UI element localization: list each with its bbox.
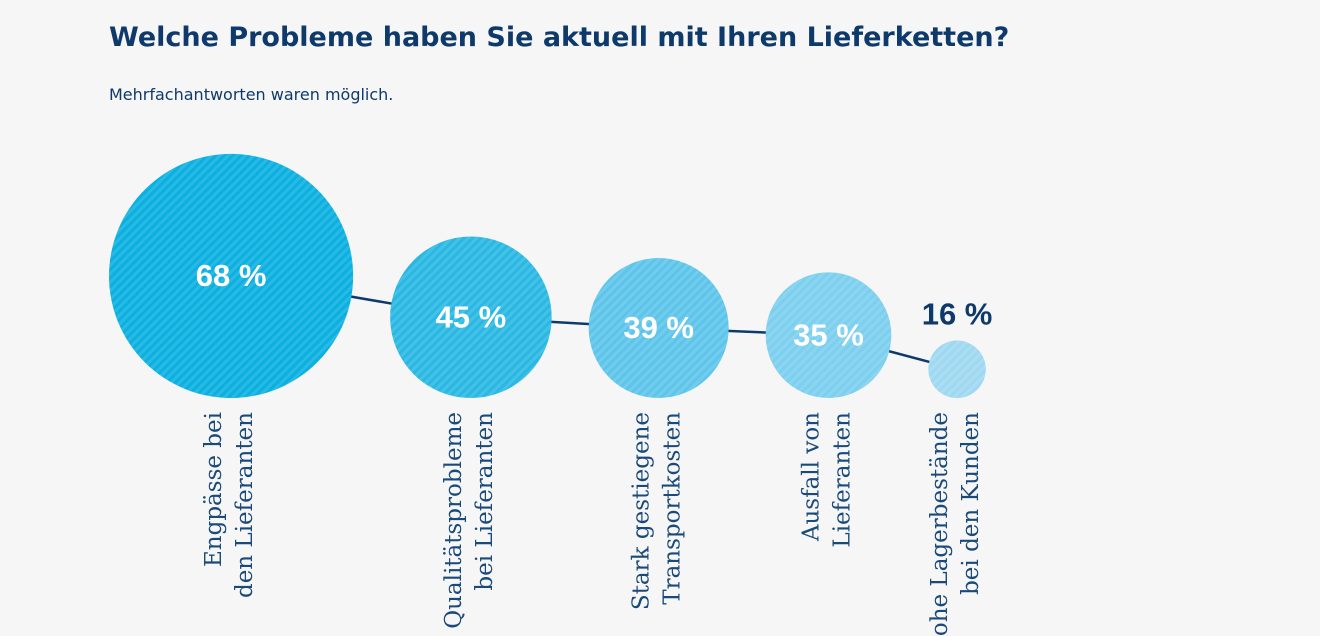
bubble-stripes [765, 272, 892, 398]
value-label: 16 % [922, 297, 993, 332]
category-label: den Lieferanten [232, 412, 258, 598]
category-label: Qualitätsprobleme [441, 412, 467, 629]
bubble-stripes [928, 340, 986, 398]
category-label: Engpässe bei [201, 412, 227, 567]
category-label: Transportkosten [660, 412, 686, 605]
category-label: Lieferanten [830, 412, 856, 548]
value-label: 39 % [623, 310, 694, 345]
category-label: bei Lieferanten [472, 412, 498, 591]
chart-title: Welche Probleme haben Sie aktuell mit Ih… [109, 22, 1009, 53]
value-label: 68 % [196, 258, 267, 293]
value-label: 45 % [436, 299, 507, 334]
category-label: Ausfall von [799, 412, 825, 542]
chart-subtitle: Mehrfachantworten waren möglich. [109, 85, 393, 104]
category-label: Stark gestiegene [629, 412, 655, 610]
bubble-stripes [390, 236, 552, 398]
bubble-stripes [588, 257, 729, 398]
bubble-stripes [109, 153, 354, 398]
bubbles: 68 % Engpässe bei den Lieferanten 45 % Quali… [109, 153, 993, 636]
category-label: bei den Kunden [958, 412, 984, 595]
category-label: Hohe Lagerbestände [927, 412, 953, 636]
value-label: 35 % [793, 317, 864, 352]
